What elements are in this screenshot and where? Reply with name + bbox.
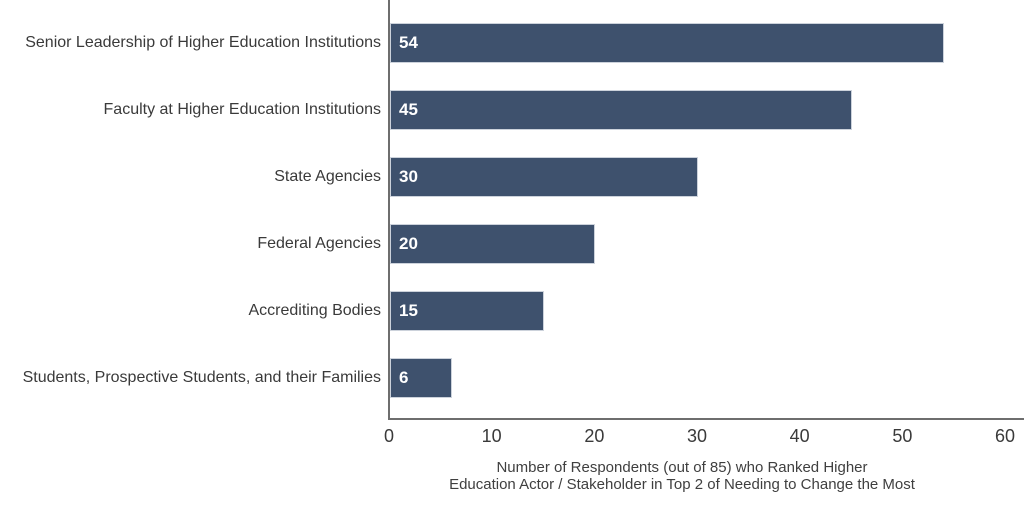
bar-value-label: 20 bbox=[399, 234, 418, 253]
y-axis-line bbox=[388, 0, 390, 420]
x-axis-title-line-1: Number of Respondents (out of 85) who Ra… bbox=[496, 459, 868, 476]
category-label: Accrediting Bodies bbox=[248, 302, 381, 319]
category-label: Senior Leadership of Higher Education In… bbox=[25, 34, 381, 51]
x-tick-label: 10 bbox=[481, 426, 502, 446]
category-label: State Agencies bbox=[274, 168, 381, 185]
x-axis-title: Number of Respondents (out of 85) who Ra… bbox=[389, 459, 975, 493]
bar: 6 bbox=[390, 358, 452, 398]
x-tick-label: 50 bbox=[892, 426, 913, 446]
bar: 45 bbox=[390, 90, 852, 130]
category-label: Faculty at Higher Education Institutions bbox=[103, 101, 381, 118]
category-label: Federal Agencies bbox=[257, 235, 381, 252]
bar: 54 bbox=[390, 23, 944, 63]
x-axis-line bbox=[388, 418, 1024, 420]
x-tick-label: 40 bbox=[789, 426, 810, 446]
x-tick-label: 30 bbox=[686, 426, 708, 446]
x-tick-label: 60 bbox=[994, 426, 1016, 446]
bar-value-label: 54 bbox=[399, 33, 418, 52]
bar: 20 bbox=[390, 224, 595, 264]
category-label: Students, Prospective Students, and thei… bbox=[22, 369, 381, 386]
bar-value-label: 45 bbox=[399, 100, 418, 119]
bar-value-label: 15 bbox=[399, 301, 418, 320]
x-tick-label: 0 bbox=[383, 426, 395, 446]
bar-value-label: 6 bbox=[399, 368, 409, 387]
bar-value-label: 30 bbox=[399, 167, 418, 186]
x-tick-label: 20 bbox=[584, 426, 605, 446]
bar: 15 bbox=[390, 291, 544, 331]
bar: 30 bbox=[390, 157, 698, 197]
x-axis-title-line-2: Education Actor / Stakeholder in Top 2 o… bbox=[449, 476, 915, 493]
